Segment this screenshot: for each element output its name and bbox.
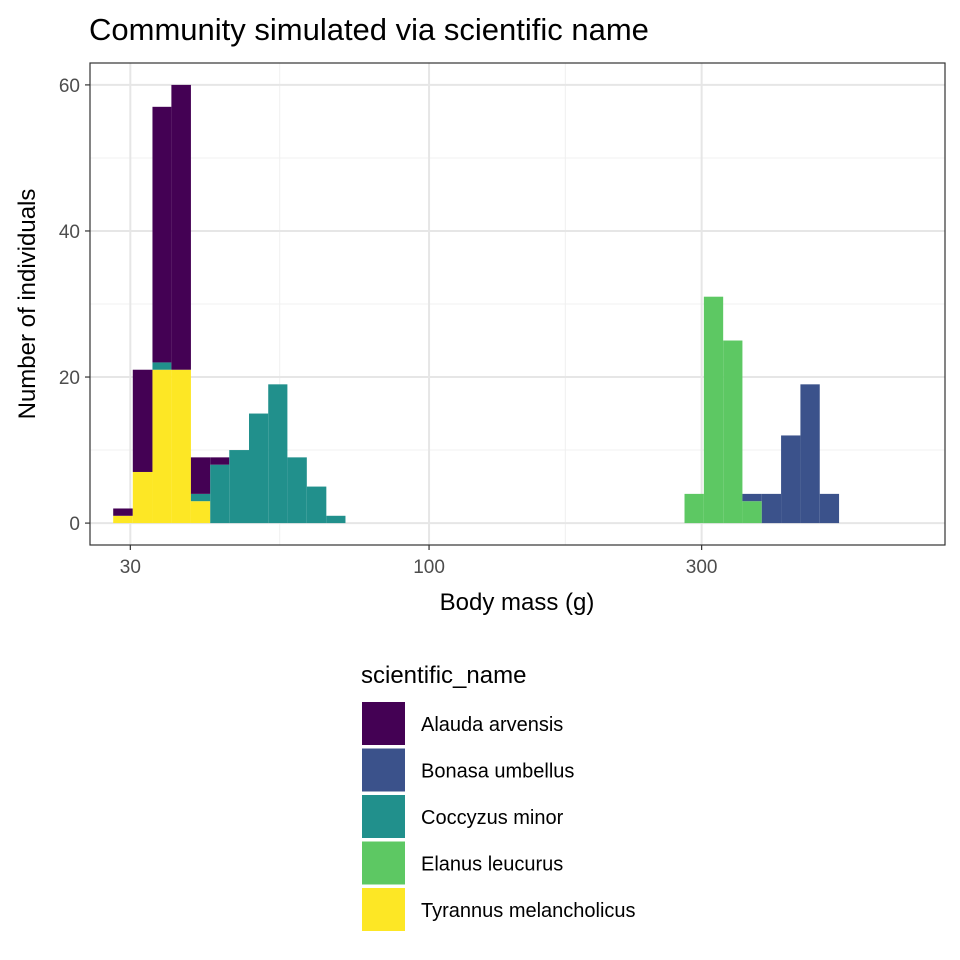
y-tick-label: 20: [59, 368, 80, 389]
bar-segment: [210, 457, 230, 465]
x-axis: 30 100 300: [120, 545, 718, 578]
y-axis: 0 20 40 60: [59, 76, 90, 535]
legend-key: [362, 748, 405, 792]
legend-label: Bonasa umbellus: [421, 761, 574, 783]
bar-segment: [287, 457, 307, 524]
legend-title: scientific_name: [361, 662, 526, 689]
bar-segment: [190, 493, 211, 502]
plot-border: [89, 62, 946, 546]
bar-segment: [742, 501, 762, 524]
bar-segment: [171, 369, 191, 524]
legend-key: [362, 888, 405, 931]
bar-segment: [113, 515, 133, 524]
legend-label: Tyrannus melancholicus: [421, 900, 636, 922]
bar-segment: [132, 471, 153, 524]
x-axis-label: Body mass (g): [440, 589, 595, 616]
bar-segment: [684, 493, 704, 524]
y-tick-label: 40: [59, 222, 80, 243]
legend-label: Coccyzus minor: [421, 807, 564, 829]
bar-segment: [229, 450, 249, 524]
bar-segment: [152, 369, 172, 524]
y-tick-label: 0: [69, 514, 80, 535]
bar-segment: [800, 384, 820, 524]
y-tick-label: 60: [59, 76, 80, 97]
bar-segment: [152, 106, 172, 363]
grid-lines: [90, 63, 945, 545]
bar-segment: [152, 362, 172, 370]
bar-segment: [190, 501, 211, 524]
y-axis-label: Number of individuals: [14, 189, 41, 420]
bar-segment: [132, 369, 153, 472]
legend-key: [362, 795, 405, 838]
x-tick-label: 30: [120, 557, 141, 578]
legend-key: [362, 841, 405, 885]
x-tick-label: 300: [686, 557, 718, 578]
chart-title: Community simulated via scientific name: [89, 12, 649, 47]
legend: scientific_name Alauda arvensis Bonasa um…: [361, 662, 636, 931]
bar-segment: [326, 515, 346, 524]
x-tick-label: 100: [413, 557, 445, 578]
legend-label: Alauda arvensis: [421, 714, 563, 736]
bar-segment: [171, 84, 191, 370]
bar-segment: [268, 384, 288, 524]
bar-segment: [306, 486, 327, 524]
bar-segment: [742, 493, 762, 502]
legend-key: [362, 702, 405, 745]
bar-segment: [819, 493, 840, 524]
bar-segment: [781, 435, 801, 524]
bar-segment: [113, 508, 133, 516]
histogram-bars: [113, 84, 840, 524]
legend-label: Elanus leucurus: [421, 854, 563, 876]
bar-segment: [248, 413, 269, 524]
bar-segment: [761, 493, 782, 524]
bar-segment: [703, 296, 724, 524]
bar-segment: [723, 340, 743, 524]
bar-segment: [190, 457, 211, 494]
bar-segment: [210, 464, 230, 524]
